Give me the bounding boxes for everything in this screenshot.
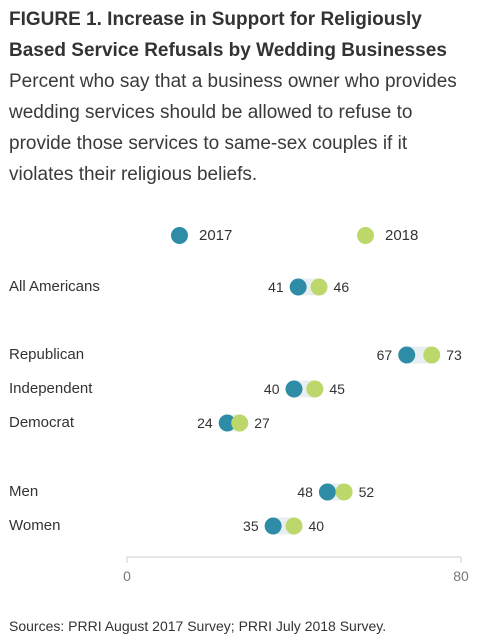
value-label-2017-independent: 40 xyxy=(264,381,280,397)
legend-label-2018: 2018 xyxy=(385,226,419,244)
legend-item-2017: 2017 xyxy=(171,225,232,245)
dot-2017-men xyxy=(318,483,336,501)
value-label-2018-men: 52 xyxy=(359,484,375,500)
source-note: Sources: PRRI August 2017 Survey; PRRI J… xyxy=(9,618,387,634)
dot-2017-republican xyxy=(398,346,416,364)
value-label-2018-independent: 45 xyxy=(329,381,345,397)
row-label-all-americans: All Americans xyxy=(9,278,100,295)
row-label-democrat: Democrat xyxy=(9,414,75,431)
x-axis-tick-label-80: 80 xyxy=(453,568,469,584)
dot-2018-independent xyxy=(306,380,324,398)
value-label-2018-all-americans: 46 xyxy=(334,279,350,295)
dot-2018-men xyxy=(335,483,353,501)
dot-2018-women xyxy=(285,517,303,535)
x-axis-tick-label-0: 0 xyxy=(123,568,131,584)
chart-subtitle: Percent who say that a business owner wh… xyxy=(9,71,457,185)
dot-2017-democrat xyxy=(218,414,236,432)
value-label-2017-women: 35 xyxy=(243,518,259,534)
dot-2018-all-americans xyxy=(310,278,328,296)
dot-2018-republican xyxy=(423,346,441,364)
value-label-2018-democrat: 27 xyxy=(254,415,270,431)
value-label-2017-all-americans: 41 xyxy=(268,279,284,295)
dot-2018-democrat xyxy=(231,414,249,432)
dot-2017-women xyxy=(264,517,282,535)
value-label-2018-women: 40 xyxy=(309,518,325,534)
dot-2017-independent xyxy=(285,380,303,398)
row-label-men: Men xyxy=(9,483,39,500)
row-label-independent: Independent xyxy=(9,380,93,397)
legend-swatch-2018 xyxy=(357,226,374,244)
value-label-2017-republican: 67 xyxy=(377,347,393,363)
chart-title: FIGURE 1. Increase in Support for Religi… xyxy=(9,9,447,61)
row-label-republican: Republican xyxy=(9,346,85,363)
dot-2017-all-americans xyxy=(289,278,307,296)
value-label-2017-democrat: 24 xyxy=(197,415,213,431)
legend-swatch-2017 xyxy=(171,226,188,244)
row-label-women: Women xyxy=(9,517,61,534)
value-label-2017-men: 48 xyxy=(297,484,313,500)
legend-item-2018: 2018 xyxy=(357,225,418,245)
legend-label-2017: 2017 xyxy=(199,226,233,244)
value-label-2018-republican: 73 xyxy=(446,347,462,363)
